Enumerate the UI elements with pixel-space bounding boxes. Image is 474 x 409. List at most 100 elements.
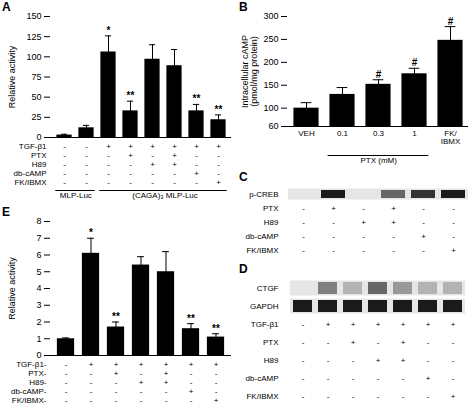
svg-text:+: + — [421, 232, 426, 241]
svg-text:-: - — [190, 378, 193, 387]
svg-text:+: + — [391, 218, 396, 227]
svg-text:100: 100 — [263, 103, 278, 113]
svg-text:+: + — [376, 356, 381, 365]
svg-text:-: - — [151, 151, 154, 160]
svg-text:-: - — [195, 160, 198, 169]
svg-text:**: ** — [212, 323, 220, 334]
svg-text:300: 300 — [263, 11, 278, 21]
svg-text:-: - — [63, 169, 66, 178]
svg-text:**: ** — [187, 313, 195, 324]
svg-text:TGF-β1: TGF-β1 — [19, 142, 47, 151]
svg-text:H89: H89 — [264, 356, 279, 365]
svg-text:75: 75 — [31, 72, 41, 82]
svg-text:+: + — [172, 160, 177, 169]
svg-text:FK/IBMX-: FK/IBMX- — [12, 396, 47, 405]
svg-text:5: 5 — [36, 267, 41, 277]
svg-text:+: + — [326, 320, 331, 329]
svg-text:VEH: VEH — [298, 129, 315, 138]
svg-text:+: + — [150, 142, 155, 151]
svg-text:-: - — [452, 338, 455, 347]
svg-text:-: - — [65, 378, 68, 387]
svg-text:+: + — [351, 320, 356, 329]
svg-text:+: + — [189, 360, 194, 369]
svg-text:#: # — [448, 16, 454, 27]
svg-text:-: - — [422, 246, 425, 255]
svg-text:1: 1 — [412, 129, 417, 138]
svg-text:3: 3 — [36, 300, 41, 310]
svg-text:+: + — [139, 378, 144, 387]
svg-text:8: 8 — [36, 216, 41, 226]
svg-text:*: * — [89, 227, 93, 238]
svg-text:+: + — [451, 246, 456, 255]
svg-text:-: - — [63, 151, 66, 160]
svg-text:-: - — [115, 387, 118, 396]
svg-text:+: + — [189, 387, 194, 396]
svg-text:-: - — [195, 178, 198, 187]
svg-text:-: - — [215, 387, 218, 396]
svg-text:-: - — [107, 160, 110, 169]
svg-text:Intracellular cAMP(pmol/mg pro: Intracellular cAMP(pmol/mg protein) — [240, 35, 259, 108]
svg-text:-: - — [90, 396, 93, 405]
svg-text:-: - — [217, 169, 220, 178]
svg-text:CTGF: CTGF — [257, 284, 279, 293]
svg-text:-: - — [85, 160, 88, 169]
svg-text:**: ** — [193, 93, 201, 104]
svg-text:-: - — [377, 374, 380, 383]
svg-text:0.3: 0.3 — [373, 129, 385, 138]
svg-text:+: + — [194, 142, 199, 151]
svg-text:-: - — [165, 396, 168, 405]
svg-text:-: - — [65, 387, 68, 396]
svg-text:2: 2 — [36, 317, 41, 327]
svg-text:+: + — [194, 169, 199, 178]
svg-text:+: + — [451, 392, 456, 401]
svg-text:-: - — [302, 320, 305, 329]
svg-text:-: - — [452, 218, 455, 227]
svg-text:+: + — [426, 374, 431, 383]
svg-text:H89-: H89- — [29, 378, 47, 387]
svg-text:-: - — [302, 246, 305, 255]
svg-text:150: 150 — [263, 80, 278, 90]
svg-text:-: - — [402, 374, 405, 383]
svg-text:-: - — [63, 178, 66, 187]
svg-text:-: - — [452, 232, 455, 241]
svg-text:Relative activity: Relative activity — [7, 45, 17, 108]
svg-text:-: - — [107, 151, 110, 160]
svg-text:+: + — [401, 320, 406, 329]
svg-text:PTX-: PTX- — [28, 369, 47, 378]
svg-text:PTX: PTX — [31, 151, 47, 160]
svg-text:+: + — [351, 338, 356, 347]
svg-text:-: - — [302, 232, 305, 241]
svg-text:-: - — [85, 151, 88, 160]
svg-text:-: - — [327, 374, 330, 383]
svg-text:+: + — [106, 142, 111, 151]
svg-text:+: + — [172, 151, 177, 160]
svg-text:TGF-β1-: TGF-β1- — [16, 360, 47, 369]
svg-text:PTX (mM): PTX (mM) — [360, 156, 397, 165]
svg-text:+: + — [139, 360, 144, 369]
svg-text:0: 0 — [36, 132, 41, 142]
svg-text:#: # — [412, 57, 418, 68]
svg-text:-: - — [85, 142, 88, 151]
svg-text:+: + — [164, 369, 169, 378]
svg-text:+: + — [164, 378, 169, 387]
svg-text:-: - — [332, 218, 335, 227]
svg-text:250: 250 — [263, 34, 278, 44]
svg-text:-: - — [332, 232, 335, 241]
svg-text:150: 150 — [26, 11, 41, 21]
svg-text:-: - — [107, 169, 110, 178]
svg-text:-: - — [65, 396, 68, 405]
svg-text:-: - — [65, 369, 68, 378]
svg-text:#: # — [376, 69, 382, 80]
svg-text:25: 25 — [31, 112, 41, 122]
svg-text:FK/IBMX: FK/IBMX — [441, 129, 461, 146]
svg-text:-: - — [129, 178, 132, 187]
svg-text:+: + — [172, 142, 177, 151]
svg-text:-: - — [85, 169, 88, 178]
svg-text:-: - — [302, 338, 305, 347]
svg-text:-: - — [327, 338, 330, 347]
svg-text:+: + — [401, 338, 406, 347]
svg-text:+: + — [214, 396, 219, 405]
svg-text:-: - — [107, 178, 110, 187]
svg-text:-: - — [173, 178, 176, 187]
svg-text:+: + — [150, 160, 155, 169]
